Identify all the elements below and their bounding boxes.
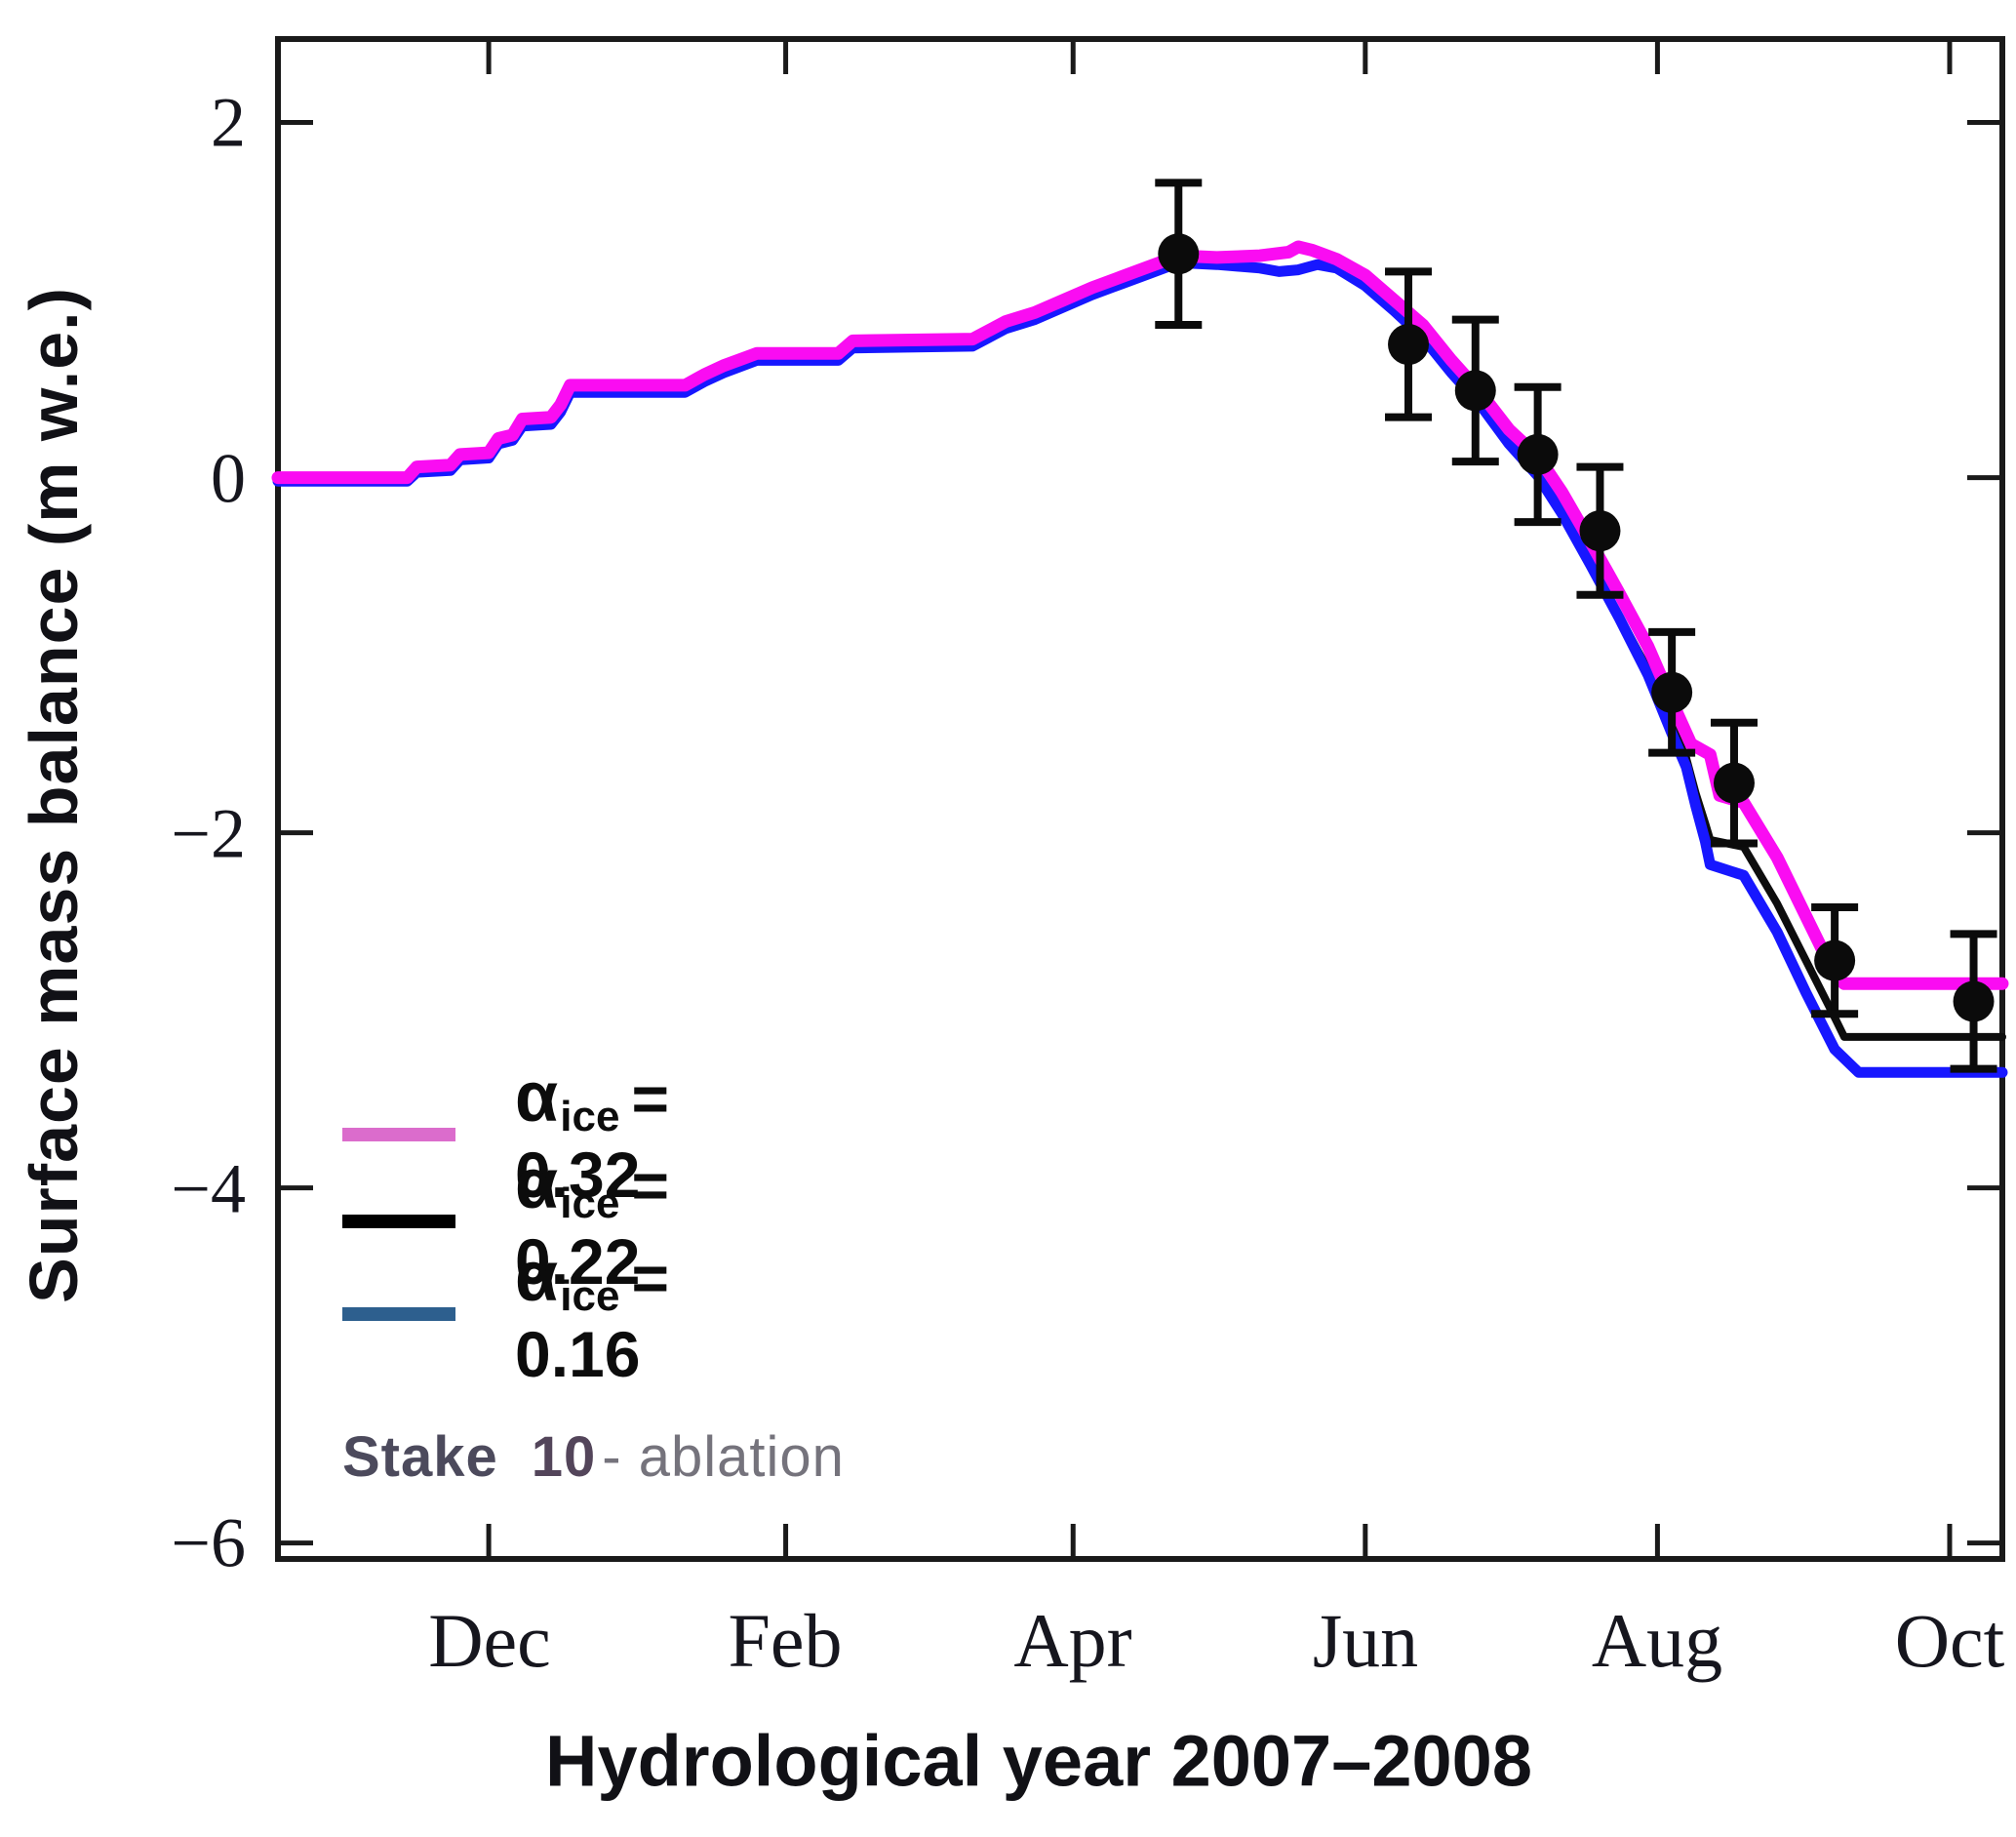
x-axis-title: Hydrological year 2007–2008: [545, 1720, 1532, 1802]
x-tick-label-feb: Feb: [728, 1598, 843, 1683]
legend-value: = 0.22: [515, 1149, 669, 1298]
alpha-symbol: α: [515, 1145, 559, 1223]
stake-point-3[interactable]: [1517, 433, 1559, 475]
x-tick-label-oct: Oct: [1894, 1598, 2005, 1683]
y-tick-label-0: 0: [211, 439, 246, 518]
y-tick-label-2: 2: [211, 83, 246, 162]
legend-value: = 0.32: [515, 1062, 669, 1211]
stake-annotation-suffix: - ablation: [602, 1425, 845, 1489]
stake-point-7[interactable]: [1814, 939, 1856, 981]
x-tick-label-apr: Apr: [1013, 1598, 1132, 1683]
y-axis-title: Surface mass balance (m w.e.): [16, 287, 92, 1303]
legend-swatch-alpha-032: [342, 1128, 455, 1141]
stake-point-2[interactable]: [1454, 370, 1496, 412]
stake-point-8[interactable]: [1953, 980, 1995, 1022]
legend-swatch-alpha-022: [342, 1215, 455, 1228]
alpha-subscript: ice: [560, 1179, 620, 1227]
legend-value: = 0.16: [515, 1242, 669, 1390]
stake-point-4[interactable]: [1579, 510, 1621, 552]
legend-label-alpha-032: αice = 0.32: [515, 1058, 669, 1212]
legend-label-alpha-022: αice = 0.22: [515, 1144, 669, 1298]
legend-label-alpha-016: αice = 0.16: [515, 1237, 669, 1391]
alpha-symbol: α: [515, 1058, 559, 1137]
x-tick-label-jun: Jun: [1312, 1598, 1419, 1683]
stake-point-1[interactable]: [1388, 324, 1430, 366]
stake-point-6[interactable]: [1713, 762, 1755, 804]
alpha-symbol: α: [515, 1238, 559, 1316]
y-tick-label-neg6: −6: [171, 1503, 246, 1582]
legend-swatch-alpha-016: [342, 1307, 455, 1321]
alpha-subscript: ice: [560, 1272, 620, 1320]
stake-annotation-number: 10: [531, 1425, 597, 1489]
series-line-albedo_ice_0.16[interactable]: [272, 257, 2008, 1078]
series-line-albedo_ice_0.22[interactable]: [274, 259, 2006, 1041]
series-line-albedo_ice_0.32[interactable]: [271, 240, 2009, 990]
x-tick-label-aug: Aug: [1591, 1598, 1723, 1683]
stake-point-5[interactable]: [1651, 671, 1693, 713]
y-tick-label-neg2: −2: [171, 794, 246, 873]
stake-annotation-label: Stake: [342, 1425, 498, 1489]
x-tick-label-dec: Dec: [428, 1598, 551, 1683]
stake-annotation: Stake 10- ablation: [342, 1424, 845, 1490]
y-tick-label-neg4: −4: [171, 1149, 246, 1228]
stake-point-0[interactable]: [1158, 233, 1200, 275]
alpha-subscript: ice: [560, 1093, 620, 1140]
plot-frame: [275, 36, 2005, 1562]
